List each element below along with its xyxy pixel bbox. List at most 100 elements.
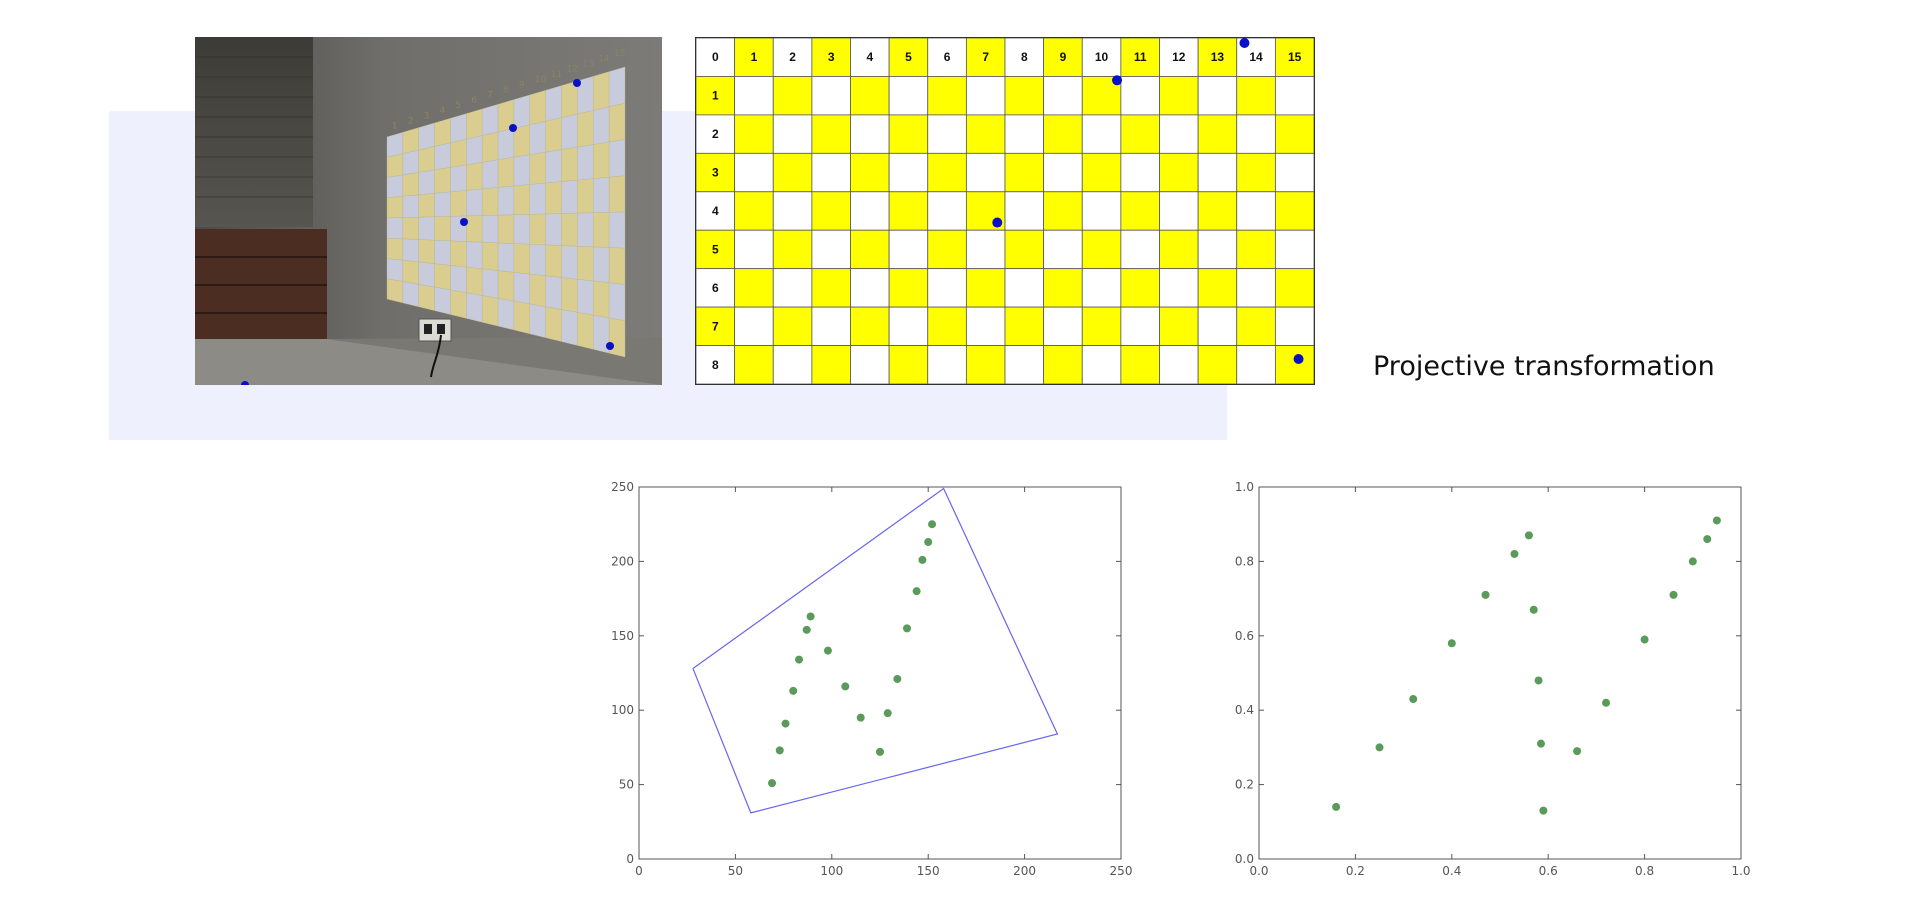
scatter-point: [924, 538, 933, 547]
wall-number-9: 9: [519, 80, 525, 90]
board-cell: [1197, 191, 1238, 231]
board-cell: [1197, 306, 1238, 346]
wall-number-11: 11: [551, 70, 562, 80]
board-cell: [1236, 152, 1276, 193]
column-label: 2: [789, 50, 796, 64]
board-cell: [811, 114, 851, 154]
board-cell: [1197, 38, 1238, 77]
board-cell: [927, 229, 967, 270]
board-cell: [1197, 114, 1238, 154]
board-cell: [1274, 268, 1314, 308]
x-tick-label: 0.2: [1346, 864, 1365, 878]
board-cell: [1274, 76, 1314, 116]
y-tick-label: 1.0: [1235, 480, 1254, 494]
board-cell: [1274, 114, 1314, 154]
x-tick-label: 150: [917, 864, 940, 878]
board-cell: [1274, 191, 1314, 231]
scatter-point: [1534, 676, 1543, 685]
wall-number-4: 4: [440, 106, 446, 116]
board-cell: [1081, 38, 1122, 77]
board-cell: [811, 229, 851, 270]
board-cell: [1274, 152, 1314, 193]
board-cell: [811, 76, 851, 116]
scatter-point: [1529, 605, 1538, 614]
row-label: 1: [712, 89, 719, 103]
scatter-point: [1640, 635, 1649, 644]
scatter-point: [856, 713, 865, 722]
board-cell: [1043, 306, 1083, 346]
marker-dot: [1293, 354, 1304, 365]
board-cell: [1120, 345, 1160, 384]
board-cell: [1120, 229, 1160, 270]
board-cell: [1120, 268, 1160, 308]
board-cell: [1236, 191, 1276, 231]
board-cell: [1197, 229, 1238, 270]
board-cell: [1159, 191, 1199, 231]
board-cell: [772, 268, 813, 308]
x-tick-label: 50: [728, 864, 743, 878]
scatter-point: [775, 746, 784, 755]
board-cell: [1159, 152, 1199, 193]
wall-number-6: 6: [471, 96, 477, 106]
row-label: 7: [712, 319, 719, 333]
board-cell: [927, 345, 967, 384]
scatter-point: [1409, 695, 1418, 704]
scatter-point: [795, 655, 804, 664]
scatter-point: [1524, 531, 1533, 540]
x-tick-label: 250: [1110, 864, 1133, 878]
board-cell: [1236, 306, 1276, 346]
board-cell: [1159, 76, 1199, 116]
board-cell: [965, 345, 1006, 384]
board-cell: [1120, 114, 1160, 154]
board-cell: [1043, 114, 1083, 154]
board-cell: [850, 345, 890, 384]
board-cell: [888, 229, 929, 270]
row-label: 8: [712, 358, 719, 372]
scatter-point: [823, 646, 832, 655]
board-cell: [888, 191, 929, 231]
column-label: 13: [1211, 50, 1225, 64]
board-cell: [888, 268, 929, 308]
wall-number-8: 8: [503, 85, 509, 95]
board-cell: [1159, 268, 1199, 308]
board-cell: [1274, 229, 1314, 270]
board-cell: [772, 152, 813, 193]
board-cell: [1159, 306, 1199, 346]
board-cell: [1159, 229, 1199, 270]
scatter-point: [768, 779, 777, 788]
board-cell: [1236, 345, 1276, 384]
board-cell: [1043, 76, 1083, 116]
board-cell: [811, 345, 851, 384]
board-cell: [1120, 76, 1160, 116]
wall-number-15: 15: [614, 49, 625, 59]
board-cell: [1274, 306, 1314, 346]
board-cell: [1004, 114, 1045, 154]
board-cell: [1043, 152, 1083, 193]
scatter-point: [789, 686, 798, 695]
board-cell: [734, 191, 774, 231]
board-cell: [965, 268, 1006, 308]
wall-number-5: 5: [455, 101, 461, 111]
board-cell: [734, 268, 774, 308]
board-cell: [850, 191, 890, 231]
board-cell: [696, 191, 736, 231]
board-cell: [1236, 268, 1276, 308]
board-cell: [927, 114, 967, 154]
board-cell: [811, 152, 851, 193]
board-cell: [1120, 306, 1160, 346]
board-cell: [888, 114, 929, 154]
column-label: 7: [982, 50, 989, 64]
x-tick-label: 0.4: [1442, 864, 1461, 878]
projector-wall-photo: 1 2 3 4 5 6 7 8 9 10 11 12 13 14 15: [195, 37, 662, 385]
scatter-point: [893, 674, 902, 683]
column-label: 14: [1249, 50, 1263, 64]
board-cell: [965, 306, 1006, 346]
scatter-point: [1573, 747, 1582, 756]
board-cell: [1197, 152, 1238, 193]
scatter-point: [1536, 739, 1545, 748]
board-cell: [927, 268, 967, 308]
scatter-point: [1539, 806, 1548, 815]
column-label: 0: [712, 50, 719, 64]
board-cell: [1159, 114, 1199, 154]
